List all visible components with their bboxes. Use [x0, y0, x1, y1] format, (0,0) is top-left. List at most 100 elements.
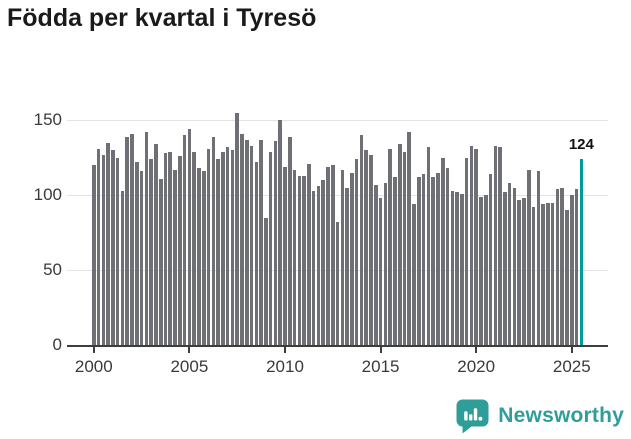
- bar-2020-Q1: [474, 148, 478, 345]
- bar-2005-Q3: [197, 168, 201, 345]
- bar-2003-Q2: [154, 144, 158, 345]
- bar-2020-Q2: [479, 196, 483, 345]
- bar-2009-Q2: [268, 151, 273, 345]
- bar-2013-Q4: [354, 159, 359, 345]
- bar-2019-Q3: [464, 157, 469, 345]
- bar-2016-Q3: [407, 132, 412, 345]
- bar-2014-Q4: [374, 184, 378, 345]
- bar-2016-Q4: [412, 204, 416, 345]
- bar-2018-Q3: [445, 168, 450, 345]
- bar-2008-Q4: [259, 139, 263, 345]
- bar-2006-Q2: [211, 136, 216, 345]
- bar-2022-Q4: [526, 169, 531, 345]
- bar-2010-Q4: [297, 175, 302, 345]
- bar-2012-Q4: [335, 222, 340, 345]
- bar-2022-Q2: [517, 199, 521, 345]
- bar-2009-Q1: [264, 217, 268, 345]
- bar-2022-Q1: [512, 187, 517, 345]
- bar-2003-Q4: [163, 153, 168, 345]
- x-axis-tick-2020: [475, 347, 478, 353]
- bar-2017-Q2: [421, 174, 426, 345]
- bar-2000-Q3: [101, 154, 106, 345]
- bar-2008-Q1: [244, 139, 249, 345]
- bar-2023-Q3: [541, 204, 545, 345]
- bar-2009-Q4: [278, 120, 282, 345]
- bar-2024-Q1: [550, 202, 555, 345]
- bar-2004-Q1: [168, 151, 173, 345]
- bar-2011-Q3: [311, 190, 316, 345]
- bar-2020-Q4: [488, 174, 493, 345]
- bar-2012-Q2: [326, 166, 330, 345]
- bar-2014-Q1: [359, 135, 364, 345]
- bar-2021-Q1: [493, 145, 498, 345]
- bar-2018-Q4: [450, 190, 455, 345]
- x-axis-label-2000: 2000: [74, 357, 113, 376]
- bar-2017-Q1: [417, 177, 421, 345]
- gridline-y-100: [67, 195, 608, 196]
- bar-2021-Q2: [498, 147, 502, 345]
- bar-2025-Q1: [570, 195, 574, 345]
- bar-2013-Q1: [340, 169, 345, 345]
- bar-2012-Q3: [331, 165, 335, 345]
- bar-2023-Q4: [546, 202, 550, 345]
- bar-2023-Q1: [531, 207, 536, 345]
- x-axis-line: [67, 345, 608, 347]
- bar-2008-Q2: [249, 145, 254, 345]
- bar-2016-Q2: [402, 151, 407, 345]
- bar-2021-Q4: [507, 183, 512, 345]
- bar-2021-Q3: [503, 192, 507, 345]
- x-axis-tick-2025: [570, 347, 573, 353]
- bar-2019-Q4: [469, 145, 474, 345]
- bar-2006-Q3: [216, 159, 220, 345]
- bar-2003-Q3: [158, 178, 163, 345]
- bar-2006-Q4: [221, 151, 225, 345]
- bar-2005-Q4: [201, 171, 206, 345]
- bar-2011-Q1: [302, 175, 306, 345]
- bar-2004-Q4: [182, 135, 187, 345]
- bar-2020-Q3: [483, 195, 488, 345]
- newsworthy-wordmark: Newsworthy: [498, 403, 624, 427]
- bar-2001-Q2: [115, 157, 120, 345]
- bar-2018-Q2: [440, 157, 445, 345]
- speech-bubble-bar-chart-icon: [456, 399, 489, 433]
- bar-2024-Q3: [560, 187, 565, 345]
- y-axis-label-100: 100: [33, 185, 62, 204]
- bar-2002-Q4: [144, 132, 149, 345]
- bar-2015-Q3: [388, 148, 392, 345]
- x-axis-label-2020: 2020: [457, 357, 496, 376]
- bar-2013-Q2: [345, 187, 349, 345]
- bar-2011-Q2: [307, 163, 311, 345]
- bar-2019-Q1: [455, 192, 459, 345]
- bar-2014-Q2: [364, 150, 369, 345]
- bar-2010-Q3: [292, 169, 297, 345]
- bar-2004-Q3: [178, 156, 182, 345]
- x-axis-label-2005: 2005: [170, 357, 209, 376]
- bar-2017-Q3: [426, 147, 431, 345]
- bar-2016-Q1: [397, 144, 402, 345]
- chart-title: Födda per kvartal i Tyresö: [7, 4, 317, 32]
- bar-2001-Q1: [111, 150, 115, 345]
- bar-2005-Q2: [192, 151, 196, 345]
- bar-2002-Q1: [130, 133, 134, 345]
- bar-2005-Q1: [187, 129, 192, 345]
- bar-2024-Q2: [555, 189, 560, 345]
- bar-2007-Q3: [235, 112, 239, 345]
- bar-2007-Q1: [225, 147, 230, 345]
- y-axis-label-150: 150: [33, 110, 62, 129]
- x-axis-label-2015: 2015: [361, 357, 400, 376]
- bar-2007-Q2: [230, 150, 235, 345]
- newsworthy-logo[interactable]: Newsworthy: [456, 398, 624, 433]
- bar-2003-Q1: [149, 159, 153, 345]
- x-axis-tick-2000: [92, 347, 95, 353]
- bar-2024-Q4: [565, 210, 569, 345]
- bar-2010-Q1: [283, 166, 287, 345]
- bar-2014-Q3: [369, 154, 373, 345]
- bar-2001-Q3: [120, 190, 125, 345]
- bar-2022-Q3: [522, 198, 526, 345]
- highlighted-bar-2025-Q3: [579, 159, 584, 345]
- bar-2000-Q4: [106, 142, 110, 345]
- bar-2018-Q1: [436, 172, 440, 345]
- highlighted-bar-value-label: 124: [568, 136, 594, 153]
- x-axis-tick-2015: [379, 347, 382, 353]
